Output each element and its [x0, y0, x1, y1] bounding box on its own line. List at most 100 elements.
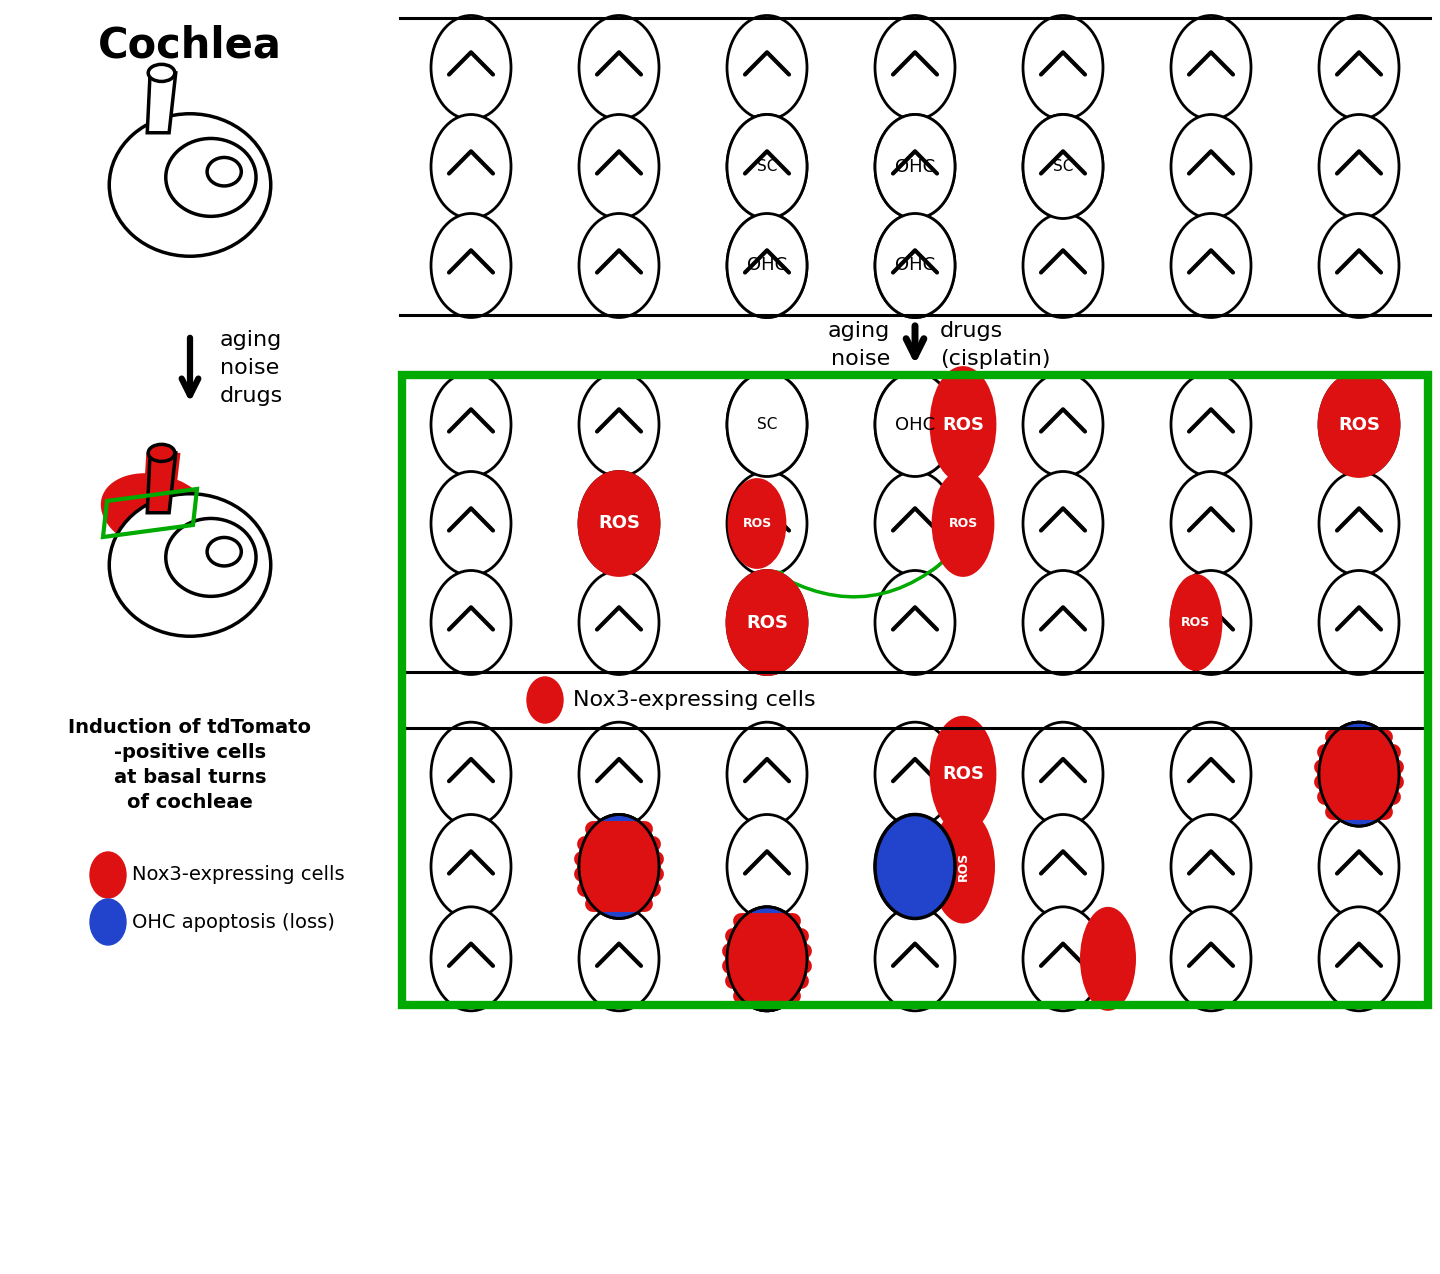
Ellipse shape — [1022, 814, 1103, 919]
Ellipse shape — [727, 372, 806, 476]
Text: SC: SC — [757, 159, 778, 175]
Text: Nox3-expressing cells: Nox3-expressing cells — [132, 865, 344, 884]
Text: SC: SC — [1053, 159, 1073, 175]
Text: OHC: OHC — [747, 256, 788, 274]
Ellipse shape — [1022, 372, 1103, 476]
Polygon shape — [143, 452, 180, 517]
Ellipse shape — [1022, 722, 1103, 826]
Text: aging
noise: aging noise — [828, 321, 890, 369]
Ellipse shape — [431, 722, 511, 826]
Ellipse shape — [932, 367, 995, 482]
Ellipse shape — [527, 676, 563, 724]
Ellipse shape — [89, 852, 127, 898]
Text: Nox3-expressing cells: Nox3-expressing cells — [573, 691, 815, 710]
Ellipse shape — [729, 479, 785, 567]
Text: ROS: ROS — [956, 852, 969, 882]
Ellipse shape — [579, 214, 660, 317]
Ellipse shape — [579, 15, 660, 120]
Ellipse shape — [1319, 722, 1400, 826]
Text: aging
noise
drugs: aging noise drugs — [220, 330, 284, 406]
Ellipse shape — [166, 519, 256, 596]
Text: OHC: OHC — [894, 158, 935, 176]
Ellipse shape — [727, 372, 806, 476]
Ellipse shape — [431, 571, 511, 674]
Ellipse shape — [727, 214, 806, 317]
Ellipse shape — [1171, 471, 1251, 576]
Ellipse shape — [431, 907, 511, 1010]
Text: ROS: ROS — [1181, 617, 1211, 629]
Ellipse shape — [1171, 15, 1251, 120]
Ellipse shape — [1319, 372, 1400, 476]
Ellipse shape — [1319, 814, 1400, 919]
Text: SC: SC — [757, 417, 778, 432]
Ellipse shape — [727, 814, 806, 919]
Text: OHC apoptosis (loss): OHC apoptosis (loss) — [132, 912, 336, 931]
Ellipse shape — [1022, 907, 1103, 1010]
Polygon shape — [147, 452, 176, 512]
Ellipse shape — [1171, 214, 1251, 317]
Text: ROS: ROS — [598, 515, 639, 533]
Ellipse shape — [1022, 471, 1103, 576]
Ellipse shape — [727, 722, 806, 826]
Ellipse shape — [727, 214, 806, 317]
Ellipse shape — [431, 115, 511, 219]
Ellipse shape — [727, 571, 806, 674]
Ellipse shape — [579, 571, 660, 674]
Ellipse shape — [727, 15, 806, 120]
Ellipse shape — [727, 471, 806, 576]
Ellipse shape — [579, 907, 660, 1010]
Ellipse shape — [876, 115, 955, 219]
Ellipse shape — [207, 158, 242, 186]
Ellipse shape — [876, 814, 955, 919]
Text: OHC: OHC — [894, 256, 935, 274]
Ellipse shape — [876, 214, 955, 317]
Ellipse shape — [431, 15, 511, 120]
Ellipse shape — [579, 471, 660, 576]
Ellipse shape — [932, 809, 995, 924]
Ellipse shape — [876, 15, 955, 120]
Ellipse shape — [431, 814, 511, 919]
Ellipse shape — [1319, 115, 1400, 219]
Text: drugs
(cisplatin): drugs (cisplatin) — [940, 321, 1051, 369]
Ellipse shape — [727, 907, 806, 1010]
Ellipse shape — [727, 115, 806, 219]
Ellipse shape — [579, 471, 660, 576]
Ellipse shape — [1171, 576, 1221, 670]
Ellipse shape — [1080, 907, 1136, 1010]
Text: Induction of tdTomato
-positive cells
at basal turns
of cochleae: Induction of tdTomato -positive cells at… — [69, 719, 311, 812]
Ellipse shape — [1319, 214, 1400, 317]
Ellipse shape — [1319, 15, 1400, 120]
Ellipse shape — [431, 214, 511, 317]
Ellipse shape — [727, 571, 806, 674]
Ellipse shape — [579, 814, 660, 919]
Ellipse shape — [1022, 571, 1103, 674]
Ellipse shape — [148, 445, 174, 461]
Ellipse shape — [876, 115, 955, 219]
Ellipse shape — [431, 471, 511, 576]
Ellipse shape — [1171, 372, 1251, 476]
Ellipse shape — [932, 717, 995, 831]
Text: ROS: ROS — [743, 517, 772, 530]
Ellipse shape — [1171, 814, 1251, 919]
Ellipse shape — [1022, 115, 1103, 219]
Ellipse shape — [166, 139, 256, 217]
Ellipse shape — [1171, 907, 1251, 1010]
Ellipse shape — [876, 571, 955, 674]
Ellipse shape — [876, 471, 955, 576]
Text: Cochlea: Cochlea — [98, 25, 282, 68]
Text: ROS: ROS — [942, 415, 984, 433]
Ellipse shape — [876, 722, 955, 826]
Ellipse shape — [1022, 15, 1103, 120]
Ellipse shape — [101, 473, 213, 553]
Ellipse shape — [1171, 722, 1251, 826]
Text: ROS: ROS — [949, 517, 978, 530]
Ellipse shape — [148, 65, 174, 82]
Ellipse shape — [579, 372, 660, 476]
Text: ROS: ROS — [942, 766, 984, 784]
Ellipse shape — [876, 214, 955, 317]
Ellipse shape — [933, 471, 994, 576]
Text: OHC: OHC — [894, 415, 935, 433]
Ellipse shape — [1022, 115, 1103, 219]
Ellipse shape — [109, 113, 271, 256]
Polygon shape — [147, 73, 176, 132]
